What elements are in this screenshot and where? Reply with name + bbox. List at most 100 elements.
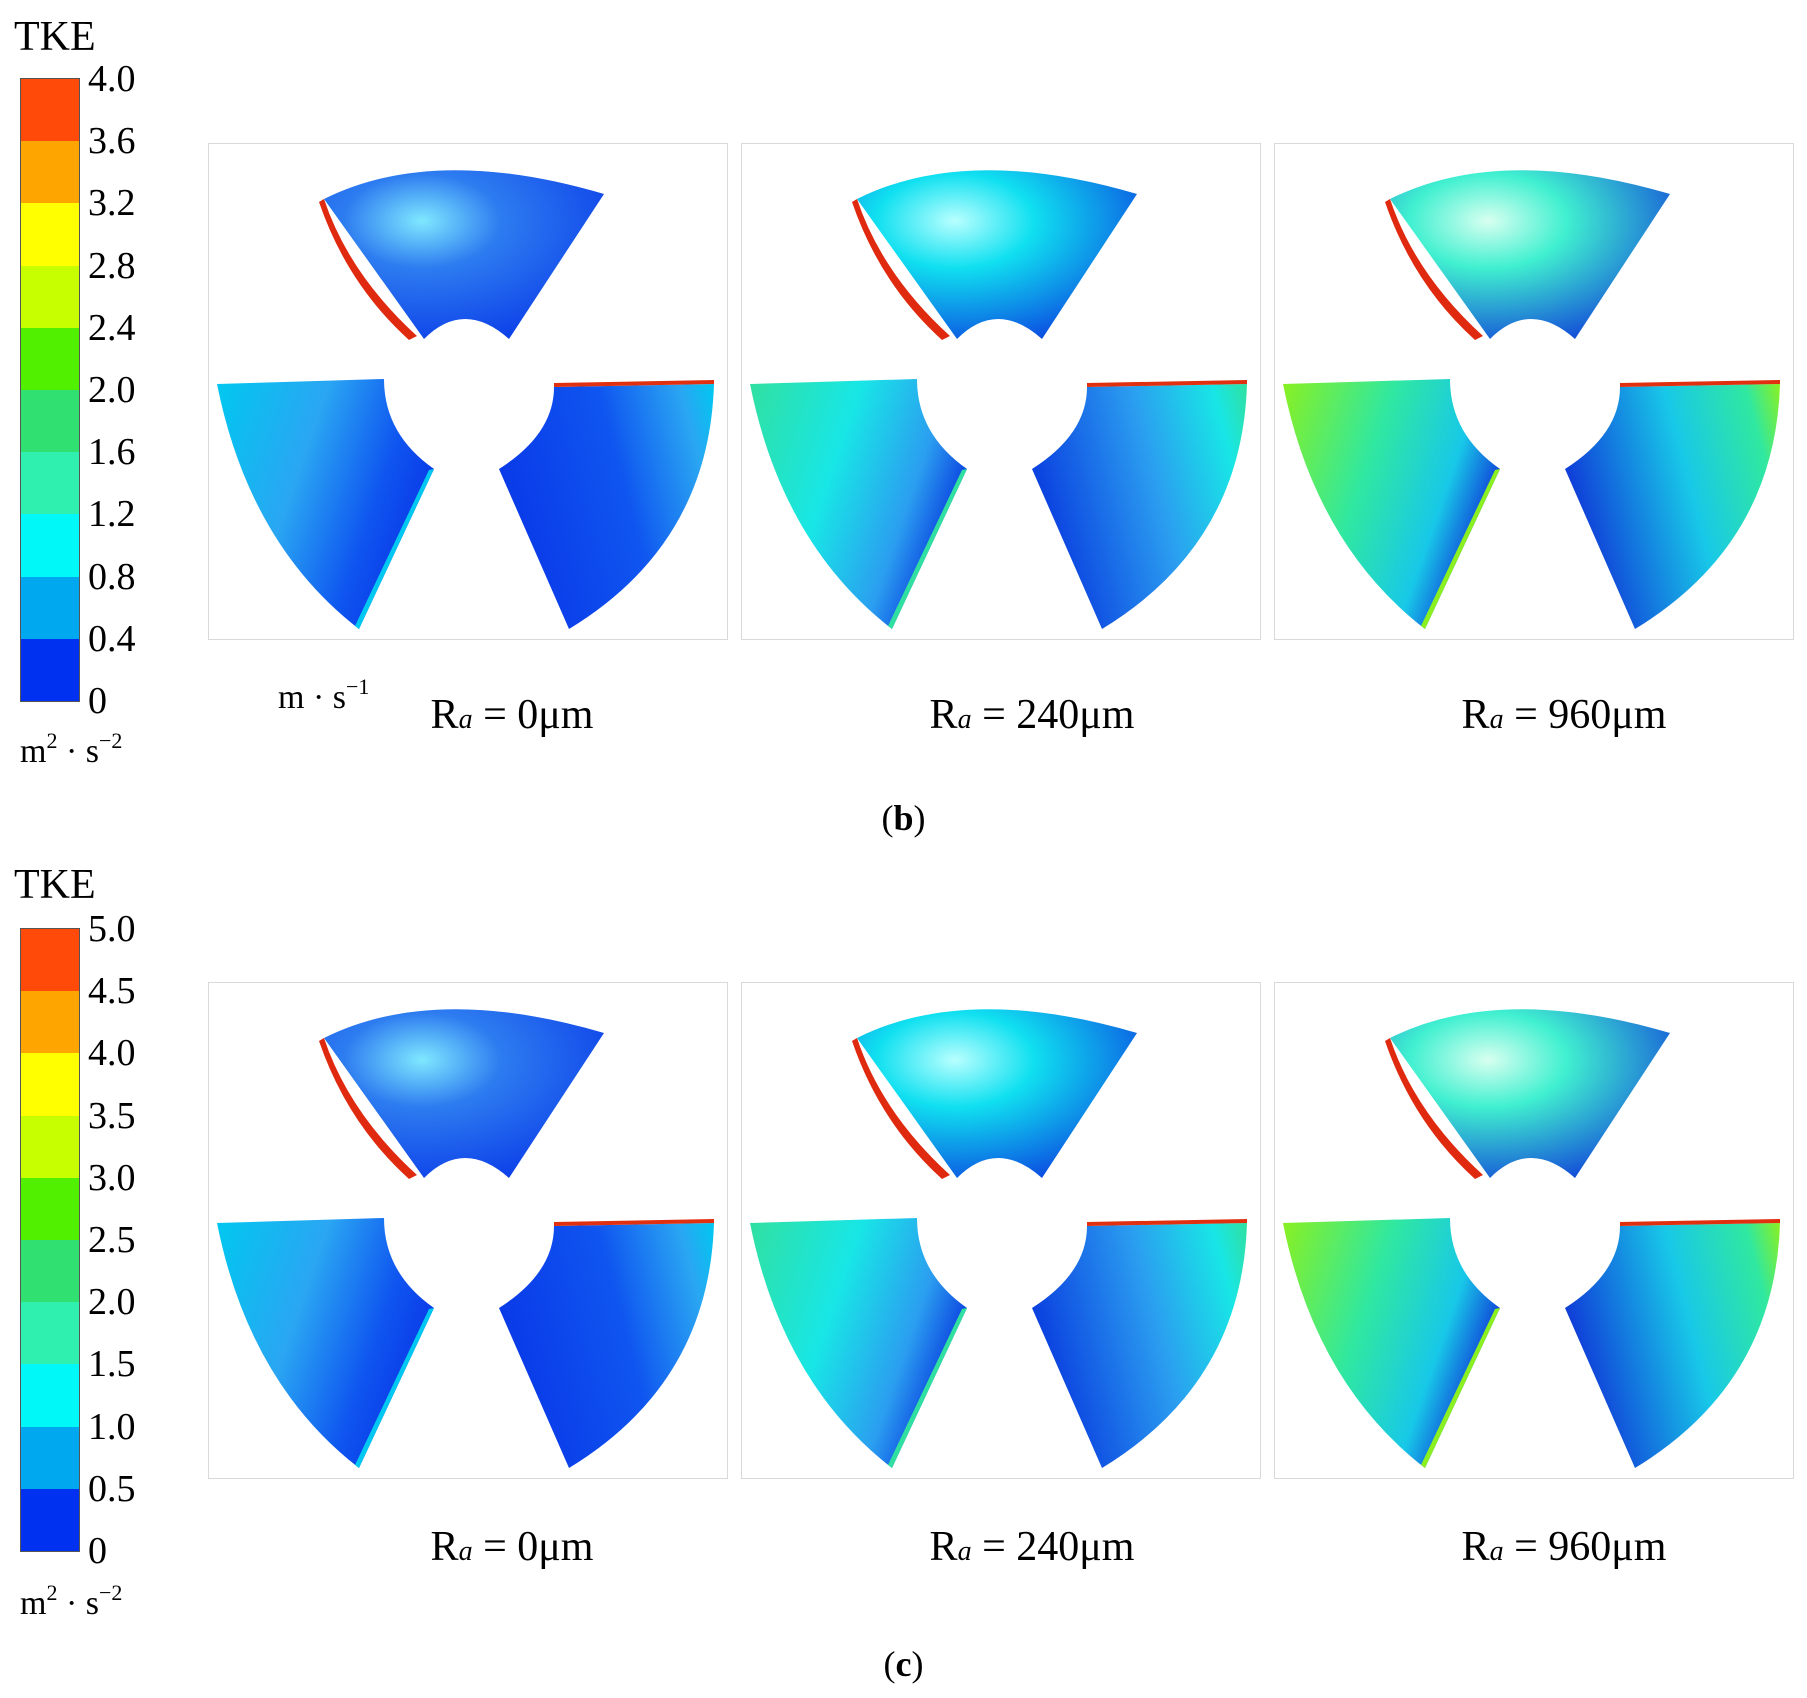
colorbar-tick-label: 0.4 [88, 617, 136, 660]
colorbar-band [21, 1053, 79, 1116]
blade-edge-highlight [1620, 1219, 1780, 1226]
ra-label-b-2: Ra = 240μm [929, 692, 1135, 738]
contour-panel-b-3 [1274, 143, 1794, 640]
impeller-contour-plot [217, 1009, 714, 1468]
colorbar-tick-label: 5.0 [88, 908, 136, 950]
colorbar-band [21, 203, 79, 266]
colorbar [20, 928, 80, 1552]
contour-panel-b-1 [208, 143, 728, 640]
top-blade [1390, 1009, 1670, 1178]
ra-label-b-3: Ra = 960μm [1461, 692, 1667, 738]
colorbar-tick-label: 4.0 [88, 1032, 136, 1075]
colorbar-band [21, 389, 79, 453]
colorbar-units: m2 · s−2 [20, 1580, 123, 1622]
colorbar-tick-label: 2.8 [88, 244, 136, 287]
colorbar-band [21, 1177, 79, 1240]
colorbar-units: m2 · s−2 [20, 728, 123, 770]
colorbar-band [21, 638, 79, 701]
left-blade [750, 379, 967, 629]
blade-edge-highlight [1421, 1308, 1500, 1468]
colorbar-band [21, 141, 79, 204]
colorbar-title: TKE [14, 14, 96, 60]
colorbar-tick-label: 4.0 [88, 58, 136, 100]
ra-label-b-1: Ra = 0μm [430, 692, 594, 738]
colorbar-tick-label: 2.0 [88, 369, 136, 411]
blade-edge-highlight [319, 1038, 417, 1179]
colorbar-band [21, 1115, 79, 1178]
colorbar-tick-label: 1.5 [88, 1343, 136, 1386]
left-blade [1283, 379, 1500, 629]
contour-panel-c-2 [741, 982, 1261, 1479]
blade-edge-highlight [554, 1219, 714, 1226]
colorbar-tick-label: 1.0 [88, 1405, 136, 1448]
left-blade [217, 1218, 434, 1468]
impeller-contour-plot [1283, 170, 1780, 629]
impeller-contour-plot [750, 1009, 1247, 1468]
left-blade [217, 379, 434, 629]
colorbar-band [21, 1239, 79, 1303]
colorbar-band [21, 1302, 79, 1365]
blade-edge-highlight [319, 199, 417, 340]
colorbar-ticks: 5.0 4.5 4.0 3.5 3.0 2.5 2.0 1.5 1.0 0.5 0 [88, 910, 178, 1570]
colorbar-tick-label: 2.4 [88, 306, 136, 349]
colorbar-tick-label: 4.5 [88, 970, 136, 1013]
colorbar-tick-label: 0 [88, 680, 107, 722]
blade-edge-highlight [554, 380, 714, 387]
colorbar-band [21, 1488, 79, 1551]
blade-edge-highlight [355, 1308, 434, 1468]
velocity-units: m · s−1 [278, 674, 370, 716]
contour-panel-c-1 [208, 982, 728, 1479]
contour-panel-b-2 [741, 143, 1261, 640]
colorbar-tick-label: 0 [88, 1530, 107, 1572]
blade-edge-highlight [852, 199, 950, 340]
colorbar-tick-label: 1.6 [88, 431, 136, 474]
colorbar-band [21, 929, 79, 992]
impeller-contour-plot [217, 170, 714, 629]
colorbar-tick-label: 3.0 [88, 1156, 136, 1199]
blade-edge-highlight [1385, 1038, 1483, 1179]
colorbar-band [21, 991, 79, 1054]
colorbar-band [21, 327, 79, 390]
colorbar-band [21, 576, 79, 639]
colorbar-tick-label: 3.2 [88, 182, 136, 225]
colorbar-ticks: 4.0 3.6 3.2 2.8 2.4 2.0 1.6 1.2 0.8 0.4 0 [88, 60, 178, 720]
ra-label-c-1: Ra = 0μm [430, 1524, 594, 1570]
blade-edge-highlight [888, 469, 967, 629]
colorbar-title: TKE [14, 862, 96, 908]
colorbar-tick-label: 0.8 [88, 555, 136, 598]
top-blade [1390, 170, 1670, 339]
blade-edge-highlight [1087, 380, 1247, 387]
left-blade [1283, 1218, 1500, 1468]
colorbar [20, 78, 80, 702]
ra-label-c-3: Ra = 960μm [1461, 1524, 1667, 1570]
impeller-contour-plot [1283, 1009, 1780, 1468]
blade-edge-highlight [852, 1038, 950, 1179]
right-blade [499, 384, 714, 629]
colorbar-band [21, 79, 79, 142]
blade-edge-highlight [888, 1308, 967, 1468]
colorbar-tick-label: 0.5 [88, 1467, 136, 1510]
blade-edge-highlight [1421, 469, 1500, 629]
right-blade [1565, 1223, 1780, 1468]
colorbar-band [21, 452, 79, 515]
right-blade [1032, 384, 1247, 629]
top-blade [857, 1009, 1137, 1178]
colorbar-tick-label: 2.0 [88, 1281, 136, 1324]
colorbar-band [21, 514, 79, 577]
right-blade [1032, 1223, 1247, 1468]
blade-edge-highlight [1620, 380, 1780, 387]
right-blade [499, 1223, 714, 1468]
blade-edge-highlight [1087, 1219, 1247, 1226]
colorbar-band [21, 1364, 79, 1427]
colorbar-band [21, 1426, 79, 1489]
colorbar-tick-label: 3.5 [88, 1094, 136, 1137]
colorbar-band [21, 265, 79, 328]
colorbar-tick-label: 2.5 [88, 1219, 136, 1261]
caption-b: (b) [881, 798, 926, 838]
caption-c: (c) [883, 1644, 924, 1684]
contour-panel-c-3 [1274, 982, 1794, 1479]
top-blade [324, 1009, 604, 1178]
right-blade [1565, 384, 1780, 629]
blade-edge-highlight [1385, 199, 1483, 340]
blade-edge-highlight [355, 469, 434, 629]
